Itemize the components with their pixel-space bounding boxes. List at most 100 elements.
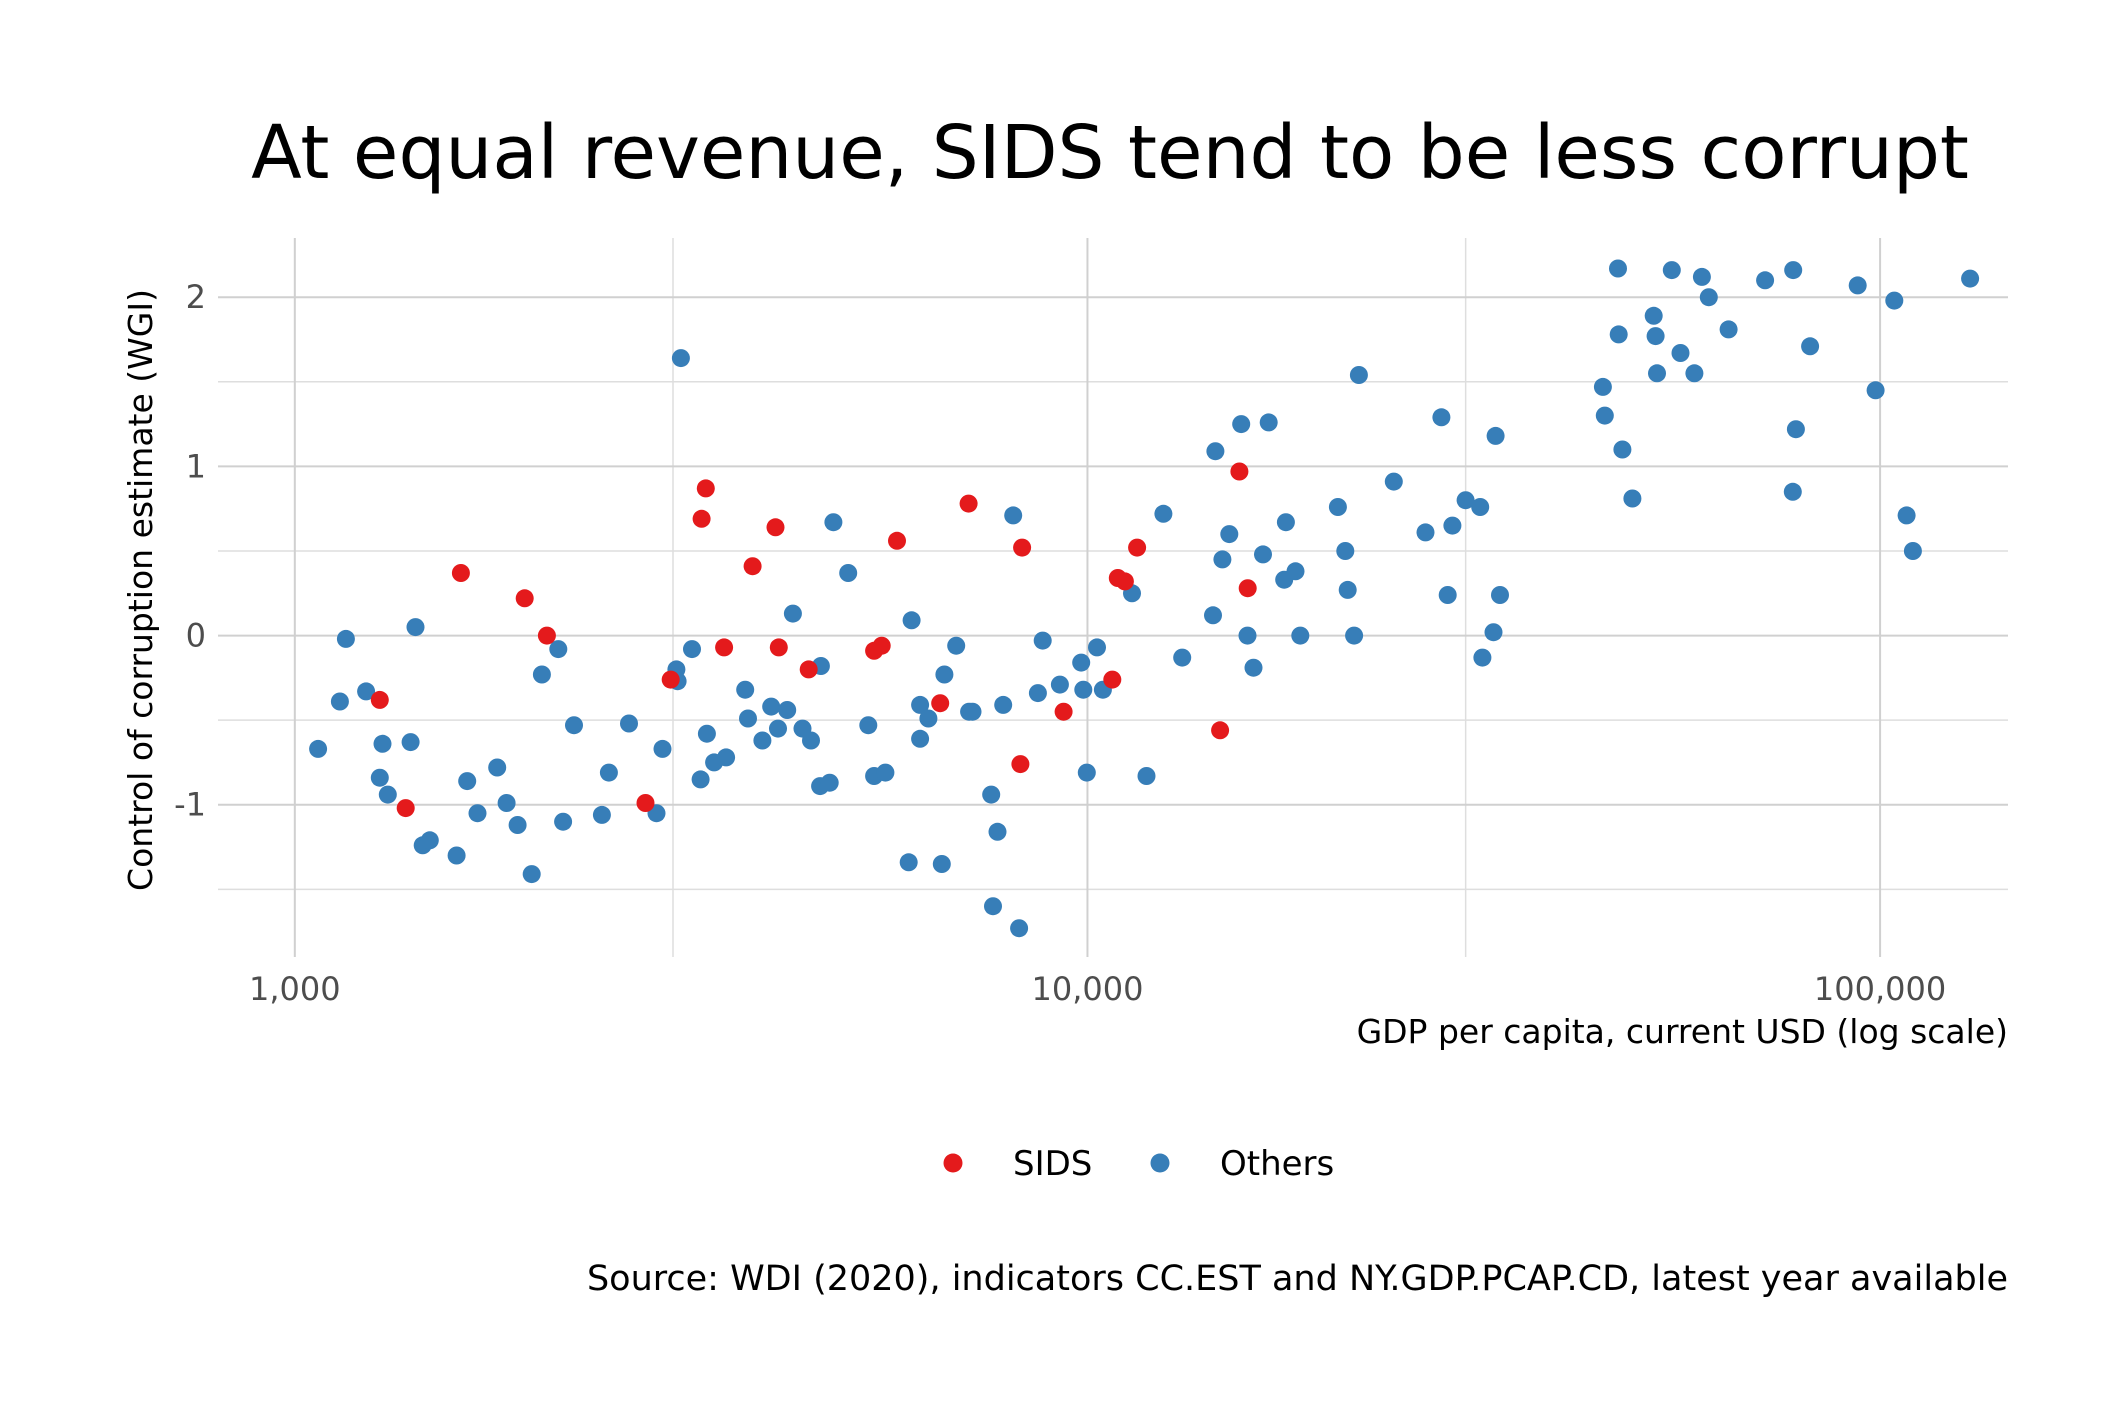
point-others <box>876 763 895 782</box>
point-others <box>1623 489 1642 508</box>
point-others <box>1719 320 1738 339</box>
point-others <box>565 716 583 735</box>
point-others <box>1456 491 1475 510</box>
point-others <box>1648 364 1666 383</box>
point-sids <box>636 794 655 812</box>
point-others <box>899 853 918 872</box>
point-others <box>653 739 672 758</box>
point-others <box>919 709 938 728</box>
point-others <box>911 695 930 714</box>
point-others <box>1137 767 1156 785</box>
point-others <box>522 865 541 884</box>
point-sids <box>1013 538 1032 557</box>
point-sids <box>1011 755 1030 774</box>
x-tick-label: 100,000 <box>1814 970 1946 1008</box>
point-others <box>1801 337 1820 356</box>
y-axis-title: Control of corruption estimate (WGI) <box>121 289 160 891</box>
legend: SIDS Others <box>943 1144 1334 1184</box>
source-caption: Source: WDI (2020), indicators CC.EST an… <box>587 1259 2008 1299</box>
point-others <box>1885 291 1904 310</box>
point-others <box>1220 525 1239 544</box>
point-others <box>1244 658 1263 677</box>
point-others <box>468 804 487 823</box>
point-others <box>1074 680 1093 699</box>
y-tick-label: 2 <box>186 278 206 316</box>
point-others <box>1897 506 1916 525</box>
point-others <box>1328 498 1347 516</box>
point-others <box>497 794 516 812</box>
point-sids <box>1211 721 1230 740</box>
point-others <box>1345 626 1364 645</box>
point-others <box>736 680 755 699</box>
point-others <box>988 822 1007 841</box>
point-others <box>370 768 389 787</box>
point-others <box>1595 406 1614 425</box>
point-others <box>488 758 507 777</box>
point-others <box>820 773 839 792</box>
point-others <box>1432 408 1451 427</box>
point-others <box>671 349 690 368</box>
point-others <box>683 640 701 659</box>
point-others <box>1028 684 1047 703</box>
point-others <box>1473 648 1492 667</box>
point-sids <box>1103 670 1122 689</box>
point-sids <box>1054 702 1073 721</box>
point-others <box>1010 919 1029 938</box>
point-others <box>1685 364 1704 383</box>
point-others <box>1613 440 1632 459</box>
point-others <box>1699 288 1718 307</box>
point-sids <box>661 670 680 689</box>
point-others <box>932 855 951 873</box>
point-others <box>406 618 425 637</box>
point-others <box>1491 586 1509 604</box>
point-others <box>1756 271 1775 290</box>
point-others <box>1232 415 1251 434</box>
point-others <box>1786 420 1805 439</box>
point-others <box>1783 482 1802 501</box>
point-others <box>532 665 551 684</box>
point-others <box>697 724 716 743</box>
point-others <box>1484 623 1503 642</box>
point-others <box>1662 261 1681 280</box>
x-tick-label: 10,000 <box>1031 970 1143 1008</box>
point-others <box>373 734 392 753</box>
point-others <box>1609 325 1628 344</box>
point-sids <box>515 589 534 608</box>
point-others <box>982 785 1001 804</box>
point-others <box>592 805 611 824</box>
point-others <box>739 709 757 728</box>
point-others <box>620 714 638 733</box>
point-others <box>1644 306 1663 325</box>
point-others <box>994 695 1013 714</box>
point-others <box>401 733 420 752</box>
point-others <box>508 816 527 834</box>
point-others <box>802 731 820 750</box>
point-others <box>691 770 710 789</box>
point-others <box>963 702 982 721</box>
y-tick-label: 0 <box>186 617 206 655</box>
point-sids <box>799 660 818 679</box>
point-sids <box>743 557 762 576</box>
point-others <box>1072 653 1091 672</box>
point-others <box>1848 276 1867 295</box>
point-others <box>1259 413 1278 432</box>
point-others <box>1254 545 1272 564</box>
point-others <box>599 763 618 782</box>
point-others <box>1336 542 1355 560</box>
point-others <box>1338 580 1357 599</box>
point-others <box>1471 498 1490 516</box>
point-others <box>935 665 954 684</box>
point-others <box>336 629 355 648</box>
point-others <box>1349 366 1368 384</box>
point-others <box>458 772 477 791</box>
point-sids <box>769 638 788 657</box>
point-others <box>1486 426 1505 445</box>
legend-label-sids: SIDS <box>1013 1144 1092 1184</box>
point-others <box>357 682 376 701</box>
point-others <box>549 640 568 659</box>
point-others <box>378 785 397 804</box>
point-others <box>824 513 843 532</box>
point-others <box>1671 344 1690 362</box>
point-sids <box>1128 538 1147 557</box>
